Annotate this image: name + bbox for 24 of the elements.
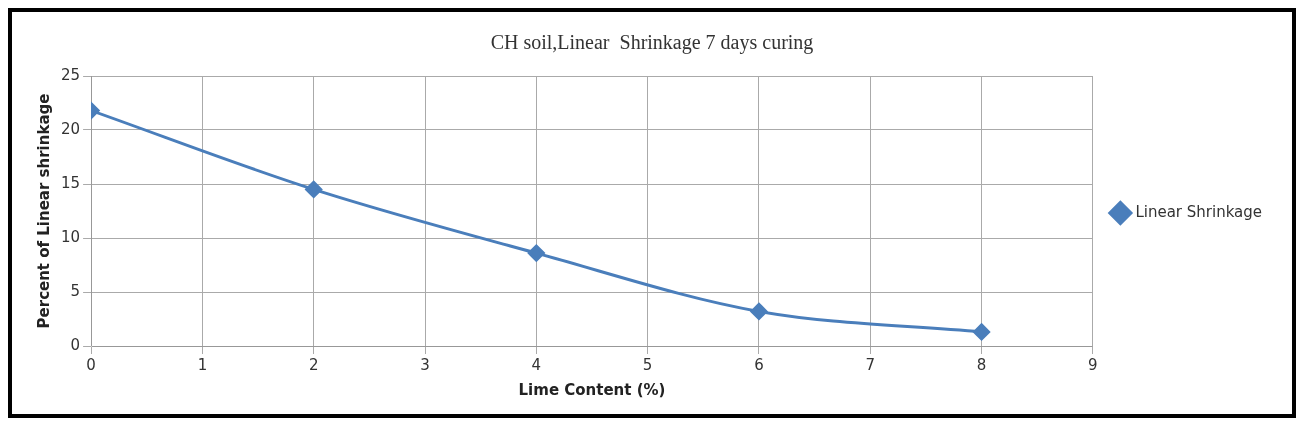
point	[527, 244, 545, 262]
x-tick-label: 2	[308, 355, 319, 374]
x-tick-label: 6	[754, 355, 764, 374]
y-tick-label: 20	[60, 119, 81, 138]
point	[973, 323, 991, 341]
x-tick-label: 9	[1088, 355, 1098, 374]
x-tick-label: 4	[531, 355, 542, 374]
x-tick-label: 8	[976, 355, 987, 374]
chart-title: CH soil,Linear Shrinkage 7 days curing	[490, 31, 814, 55]
x-tick-label: 0	[86, 355, 96, 374]
legend-label: Linear Shrinkage	[1135, 202, 1262, 221]
y-tick-label: 0	[70, 335, 81, 354]
x-tick-label: 7	[865, 355, 876, 374]
x-tick-label: 3	[420, 355, 430, 374]
y-tick-label: 15	[60, 173, 81, 192]
x-axis-title: Lime Content (%)	[518, 380, 666, 399]
y-tick-label: 25	[60, 65, 81, 84]
x-tick-label: 5	[642, 355, 653, 374]
point	[305, 180, 323, 198]
y-tick-label: 5	[70, 281, 81, 300]
y-axis-title: Percent of Linear shrinkage	[34, 93, 53, 329]
x-tick-label: 1	[197, 355, 208, 374]
y-tick-label: 10	[60, 227, 81, 246]
point	[750, 302, 768, 320]
